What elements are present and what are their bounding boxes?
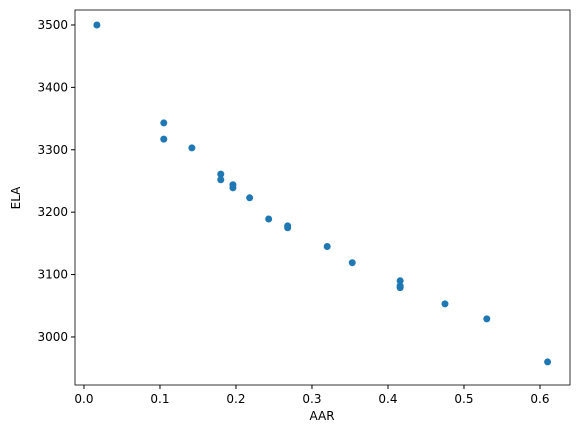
x-tick-label: 0.4 <box>378 392 397 406</box>
point <box>284 224 292 232</box>
point <box>246 194 254 202</box>
plot-frame <box>74 9 571 386</box>
point <box>229 184 237 192</box>
point <box>396 284 404 292</box>
point <box>323 242 331 250</box>
y-axis-label: ELA <box>9 186 23 210</box>
y-tick-label: 3000 <box>37 330 68 344</box>
point <box>93 21 101 29</box>
y-tick-label: 3100 <box>37 268 68 282</box>
point <box>160 119 168 127</box>
point <box>544 358 552 366</box>
x-tick-label: 0.1 <box>150 392 169 406</box>
point <box>217 176 225 184</box>
x-tick-label: 0.2 <box>226 392 245 406</box>
y-tick-label: 3500 <box>37 18 68 32</box>
y-tick-label: 3400 <box>37 80 68 94</box>
point <box>348 259 356 267</box>
point <box>217 170 225 178</box>
x-axis-label: AAR <box>309 409 334 423</box>
point <box>188 144 196 152</box>
x-tick-label: 0.6 <box>530 392 549 406</box>
point <box>160 135 168 143</box>
point <box>441 300 449 308</box>
x-tick-label: 0.5 <box>454 392 473 406</box>
point <box>396 277 404 285</box>
point <box>265 215 273 223</box>
x-tick-label: 0.0 <box>74 392 93 406</box>
y-tick-label: 3300 <box>37 143 68 157</box>
y-tick-label: 3200 <box>37 205 68 219</box>
point <box>483 315 491 323</box>
x-tick-label: 0.3 <box>302 392 321 406</box>
